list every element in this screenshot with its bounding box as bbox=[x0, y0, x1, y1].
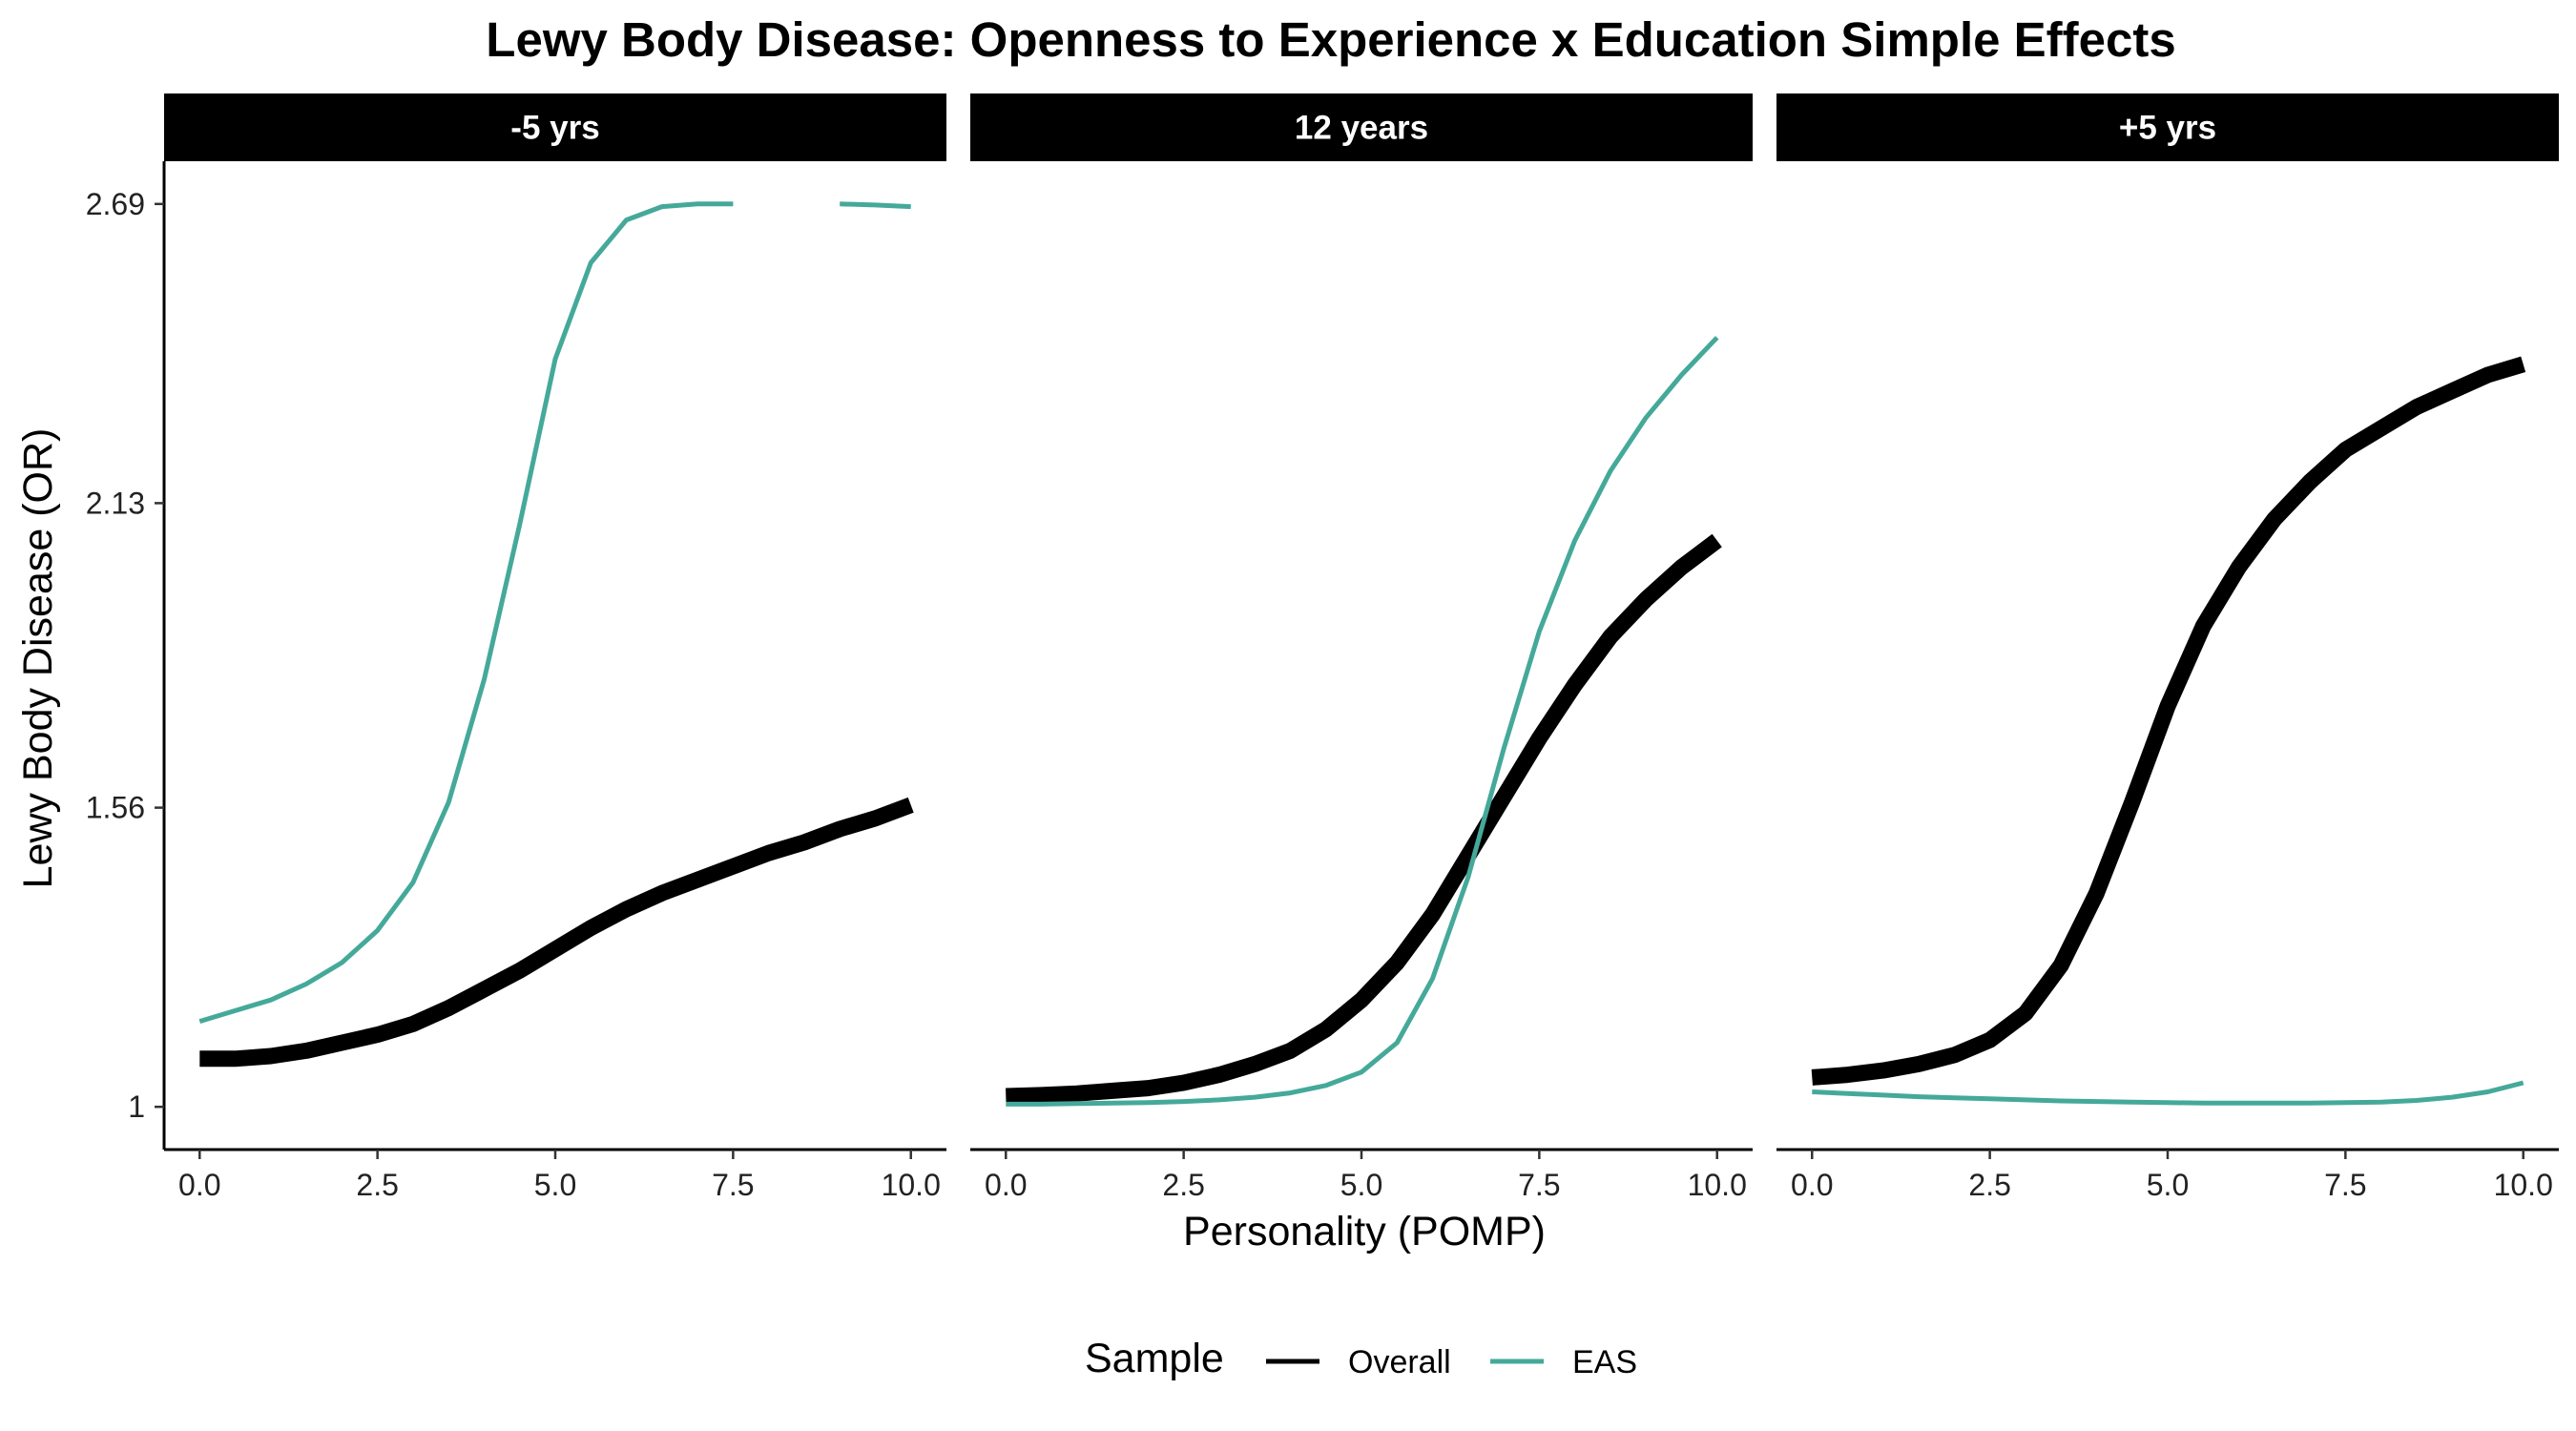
series-line-eas bbox=[198, 201, 911, 1024]
x-tick-label: 10.0 bbox=[2494, 1168, 2553, 1202]
x-tick-label: 0.0 bbox=[178, 1168, 220, 1202]
x-tick-label: 5.0 bbox=[534, 1168, 576, 1202]
x-tick-label: 5.0 bbox=[1340, 1168, 1382, 1202]
x-tick-label: 7.5 bbox=[712, 1168, 754, 1202]
x-tick-label: 2.5 bbox=[356, 1168, 398, 1202]
series-line-overall bbox=[199, 797, 914, 1068]
facet-strip bbox=[970, 93, 1753, 161]
legend-label-overall: Overall bbox=[1348, 1344, 1451, 1380]
x-tick-label: 10.0 bbox=[882, 1168, 941, 1202]
facet-panel: -5 yrs 0.0 2.5 5.0 7.5 10.0 1 1.56 2.13 2.69 bbox=[86, 93, 946, 1202]
facet-strip bbox=[1776, 93, 2559, 161]
chart-title: Lewy Body Disease: Openness to Experienc… bbox=[486, 12, 2175, 67]
series-line-overall bbox=[1006, 533, 1722, 1105]
x-axis-title: Personality (POMP) bbox=[1183, 1209, 1546, 1255]
legend-title: Sample bbox=[1085, 1336, 1224, 1381]
facet-strip bbox=[164, 93, 946, 161]
y-tick-label: 2.69 bbox=[86, 187, 145, 221]
x-tick-label: 2.5 bbox=[1968, 1168, 2010, 1202]
facet-strip-label: 12 years bbox=[1295, 110, 1428, 147]
y-axis-title: Lewy Body Disease (OR) bbox=[15, 428, 61, 889]
x-tick-label: 2.5 bbox=[1162, 1168, 1204, 1202]
facet-panels: -5 yrs 0.0 2.5 5.0 7.5 10.0 1 1.56 2.13 2.69 12 ye… bbox=[86, 93, 2559, 1202]
x-tick-label: 5.0 bbox=[2147, 1168, 2189, 1202]
series-line-eas bbox=[1006, 336, 1719, 1107]
facet-panel: +5 yrs 0.0 2.5 5.0 7.5 10.0 bbox=[1776, 93, 2559, 1202]
facet-strip-label: +5 yrs bbox=[2119, 110, 2216, 147]
x-tick-label: 0.0 bbox=[985, 1168, 1027, 1202]
x-tick-label: 0.0 bbox=[1791, 1168, 1833, 1202]
legend: Sample Overall EAS bbox=[1085, 1336, 1637, 1381]
series-line-overall bbox=[1811, 356, 2526, 1086]
x-tick-label: 7.5 bbox=[2324, 1168, 2366, 1202]
x-tick-label: 10.0 bbox=[1688, 1168, 1747, 1202]
facet-panel: 12 years 0.0 2.5 5.0 7.5 10.0 bbox=[970, 93, 1753, 1202]
y-tick-label: 2.13 bbox=[86, 486, 145, 520]
y-tick-label: 1 bbox=[128, 1089, 145, 1124]
facet-strip-label: -5 yrs bbox=[510, 110, 599, 147]
series-line-eas bbox=[1812, 1080, 2524, 1106]
x-tick-label: 7.5 bbox=[1518, 1168, 1560, 1202]
y-tick-label: 1.56 bbox=[86, 791, 145, 825]
legend-label-eas: EAS bbox=[1572, 1344, 1637, 1380]
